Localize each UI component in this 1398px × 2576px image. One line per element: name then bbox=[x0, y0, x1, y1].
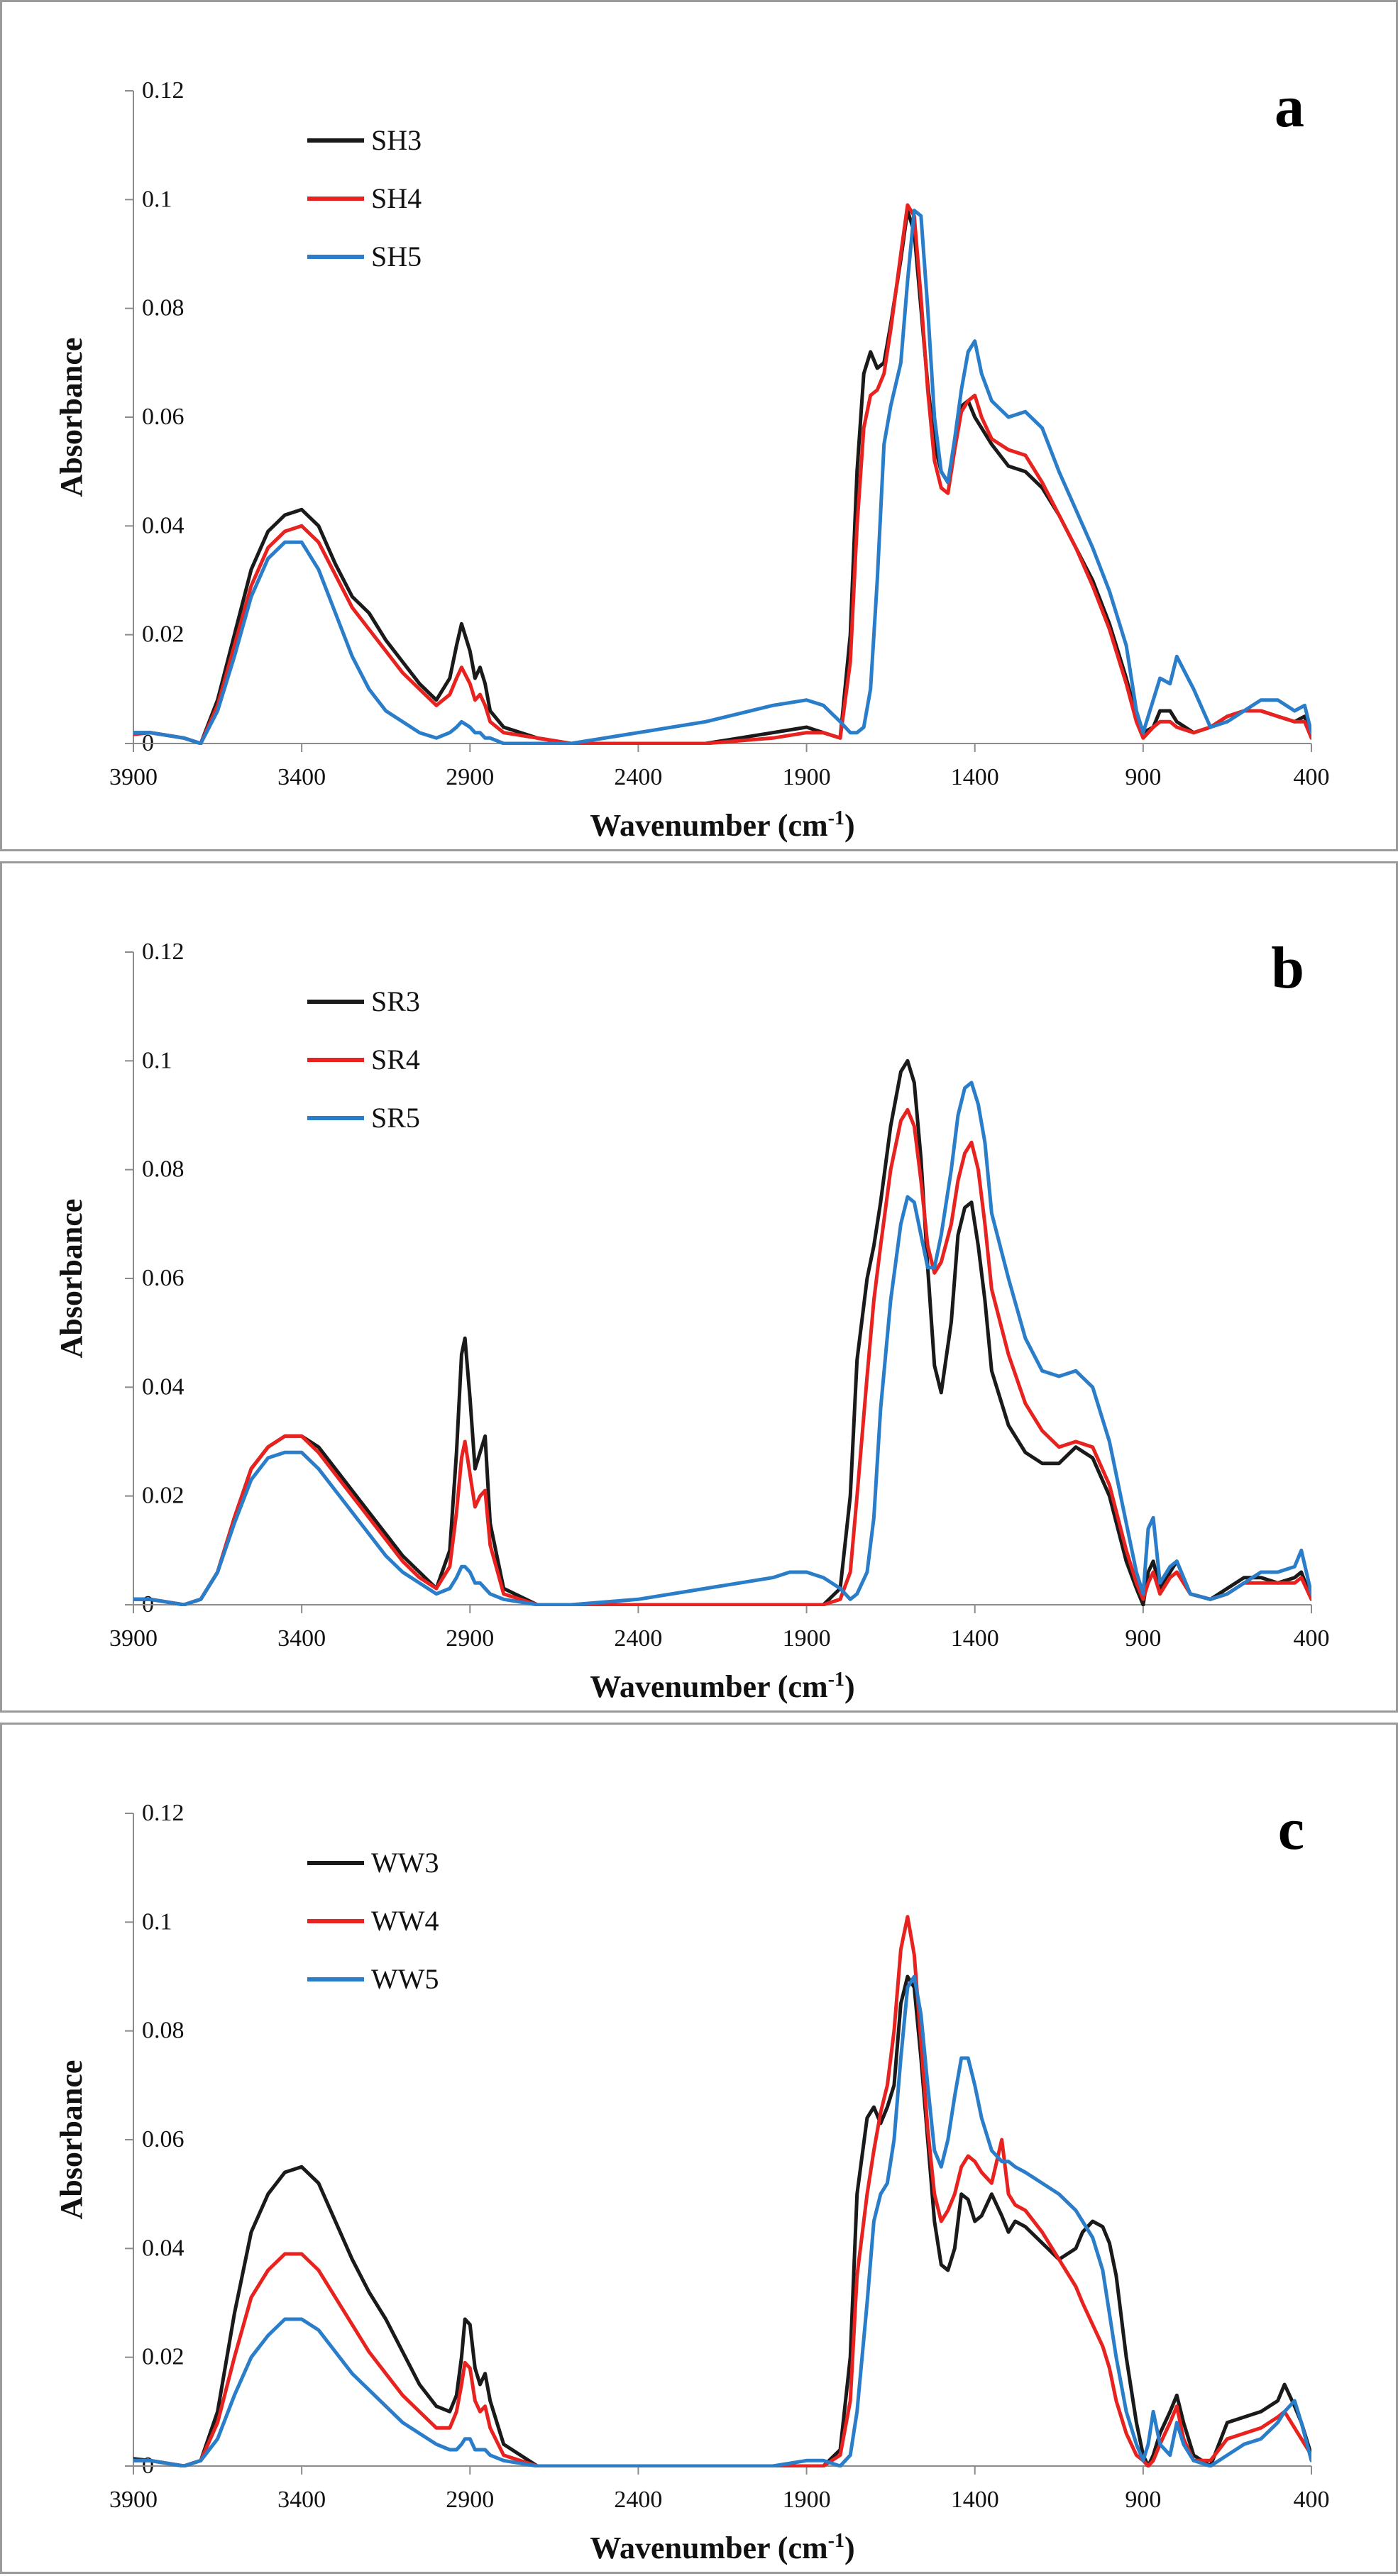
y-axis-title: Absorbance bbox=[54, 338, 89, 497]
y-axis-title: Absorbance bbox=[54, 2060, 89, 2220]
panel-letter: b bbox=[1271, 935, 1304, 1001]
legend-label-ww4: WW4 bbox=[371, 1905, 439, 1937]
x-tick-label: 400 bbox=[1294, 2487, 1330, 2513]
x-tick-label: 3400 bbox=[277, 1625, 326, 1652]
series-line-sh4 bbox=[133, 203, 1311, 745]
y-tick-label: 0.04 bbox=[142, 1373, 185, 1400]
y-tick-label: 0.08 bbox=[142, 1156, 185, 1183]
x-axis-title: Wavenumber (cm-1) bbox=[590, 1669, 854, 1704]
series-line-sh5 bbox=[133, 209, 1311, 745]
y-tick-label: 0.04 bbox=[142, 512, 185, 538]
legend-label-sr4: SR4 bbox=[371, 1044, 420, 1076]
y-tick-label: 0.12 bbox=[142, 1800, 185, 1826]
series-line-ww5 bbox=[133, 1974, 1311, 2467]
chart-panel-a: 0 0.02 0.04 0.06 0.08 0.1 0.12 3900 3400 2900 2400… bbox=[0, 0, 1398, 851]
y-tick-label: 0.04 bbox=[142, 2235, 185, 2261]
x-tick-label: 2900 bbox=[446, 2487, 494, 2513]
y-tick-label: 0.02 bbox=[142, 1483, 185, 1509]
series-line-ww3 bbox=[133, 1974, 1311, 2467]
y-tick-label: 0.08 bbox=[142, 2018, 185, 2044]
x-tick-label: 1900 bbox=[783, 2487, 831, 2513]
x-tick-label: 400 bbox=[1294, 764, 1330, 790]
x-tick-label: 2400 bbox=[614, 764, 662, 790]
x-tick-label: 2900 bbox=[446, 1625, 494, 1652]
y-tick-label: 0.12 bbox=[142, 77, 185, 104]
legend-label-ww5: WW5 bbox=[371, 1963, 439, 1995]
y-tick-label: 0.1 bbox=[142, 1908, 172, 1935]
x-tick-label: 3900 bbox=[109, 764, 158, 790]
panel-letter: a bbox=[1275, 74, 1304, 140]
panel-letter: c bbox=[1278, 1796, 1304, 1862]
x-tick-label: 900 bbox=[1125, 2487, 1161, 2513]
x-tick-label: 3400 bbox=[277, 2487, 326, 2513]
y-tick-label: 0.06 bbox=[142, 2126, 185, 2152]
x-tick-label: 1400 bbox=[951, 2487, 999, 2513]
x-tick-label: 2400 bbox=[614, 2487, 662, 2513]
legend-label-sh3: SH3 bbox=[371, 124, 422, 156]
x-tick-label: 3900 bbox=[109, 2487, 158, 2513]
series-line-sr5 bbox=[133, 1080, 1311, 1606]
x-tick-label: 1400 bbox=[951, 764, 999, 790]
x-tick-label: 900 bbox=[1125, 1625, 1161, 1652]
series-line-sr4 bbox=[133, 1107, 1311, 1606]
y-tick-label: 0.12 bbox=[142, 939, 185, 965]
x-tick-label: 1400 bbox=[951, 1625, 999, 1652]
x-tick-label: 1900 bbox=[783, 1625, 831, 1652]
x-tick-label: 2900 bbox=[446, 764, 494, 790]
legend-label-sr3: SR3 bbox=[371, 985, 420, 1017]
x-tick-label: 400 bbox=[1294, 1625, 1330, 1652]
x-axis-title: Wavenumber (cm-1) bbox=[590, 2530, 854, 2565]
y-tick-label: 0.06 bbox=[142, 1265, 185, 1291]
series-line-sr3 bbox=[133, 1058, 1311, 1606]
series-group bbox=[133, 203, 1311, 745]
legend-label-sr5: SR5 bbox=[371, 1102, 420, 1134]
x-tick-label: 1900 bbox=[783, 764, 831, 790]
x-tick-label: 900 bbox=[1125, 764, 1161, 790]
chart-panel-b: 0 0.02 0.04 0.06 0.08 0.1 0.12 3900 3400 2900 2400… bbox=[0, 861, 1398, 1713]
series-line-ww4 bbox=[133, 1915, 1311, 2467]
series-group bbox=[133, 1058, 1311, 1606]
x-tick-label: 2400 bbox=[614, 1625, 662, 1652]
x-tick-label: 3400 bbox=[277, 764, 326, 790]
legend-label-sh4: SH4 bbox=[371, 182, 422, 214]
legend-label-sh5: SH5 bbox=[371, 241, 422, 272]
y-tick-label: 0.08 bbox=[142, 295, 185, 321]
y-tick-label: 0.02 bbox=[142, 621, 185, 648]
y-axis-title: Absorbance bbox=[54, 1199, 89, 1359]
series-group bbox=[133, 1915, 1311, 2467]
y-tick-label: 0.1 bbox=[142, 1047, 172, 1073]
y-tick-label: 0.02 bbox=[142, 2344, 185, 2370]
legend-label-ww3: WW3 bbox=[371, 1847, 439, 1879]
y-tick-label: 0.1 bbox=[142, 186, 172, 212]
x-tick-label: 3900 bbox=[109, 1625, 158, 1652]
x-axis-title: Wavenumber (cm-1) bbox=[590, 807, 854, 843]
chart-panel-c: 0 0.02 0.04 0.06 0.08 0.1 0.12 3900 3400 2900 2400… bbox=[0, 1723, 1398, 2574]
y-tick-label: 0.06 bbox=[142, 404, 185, 430]
